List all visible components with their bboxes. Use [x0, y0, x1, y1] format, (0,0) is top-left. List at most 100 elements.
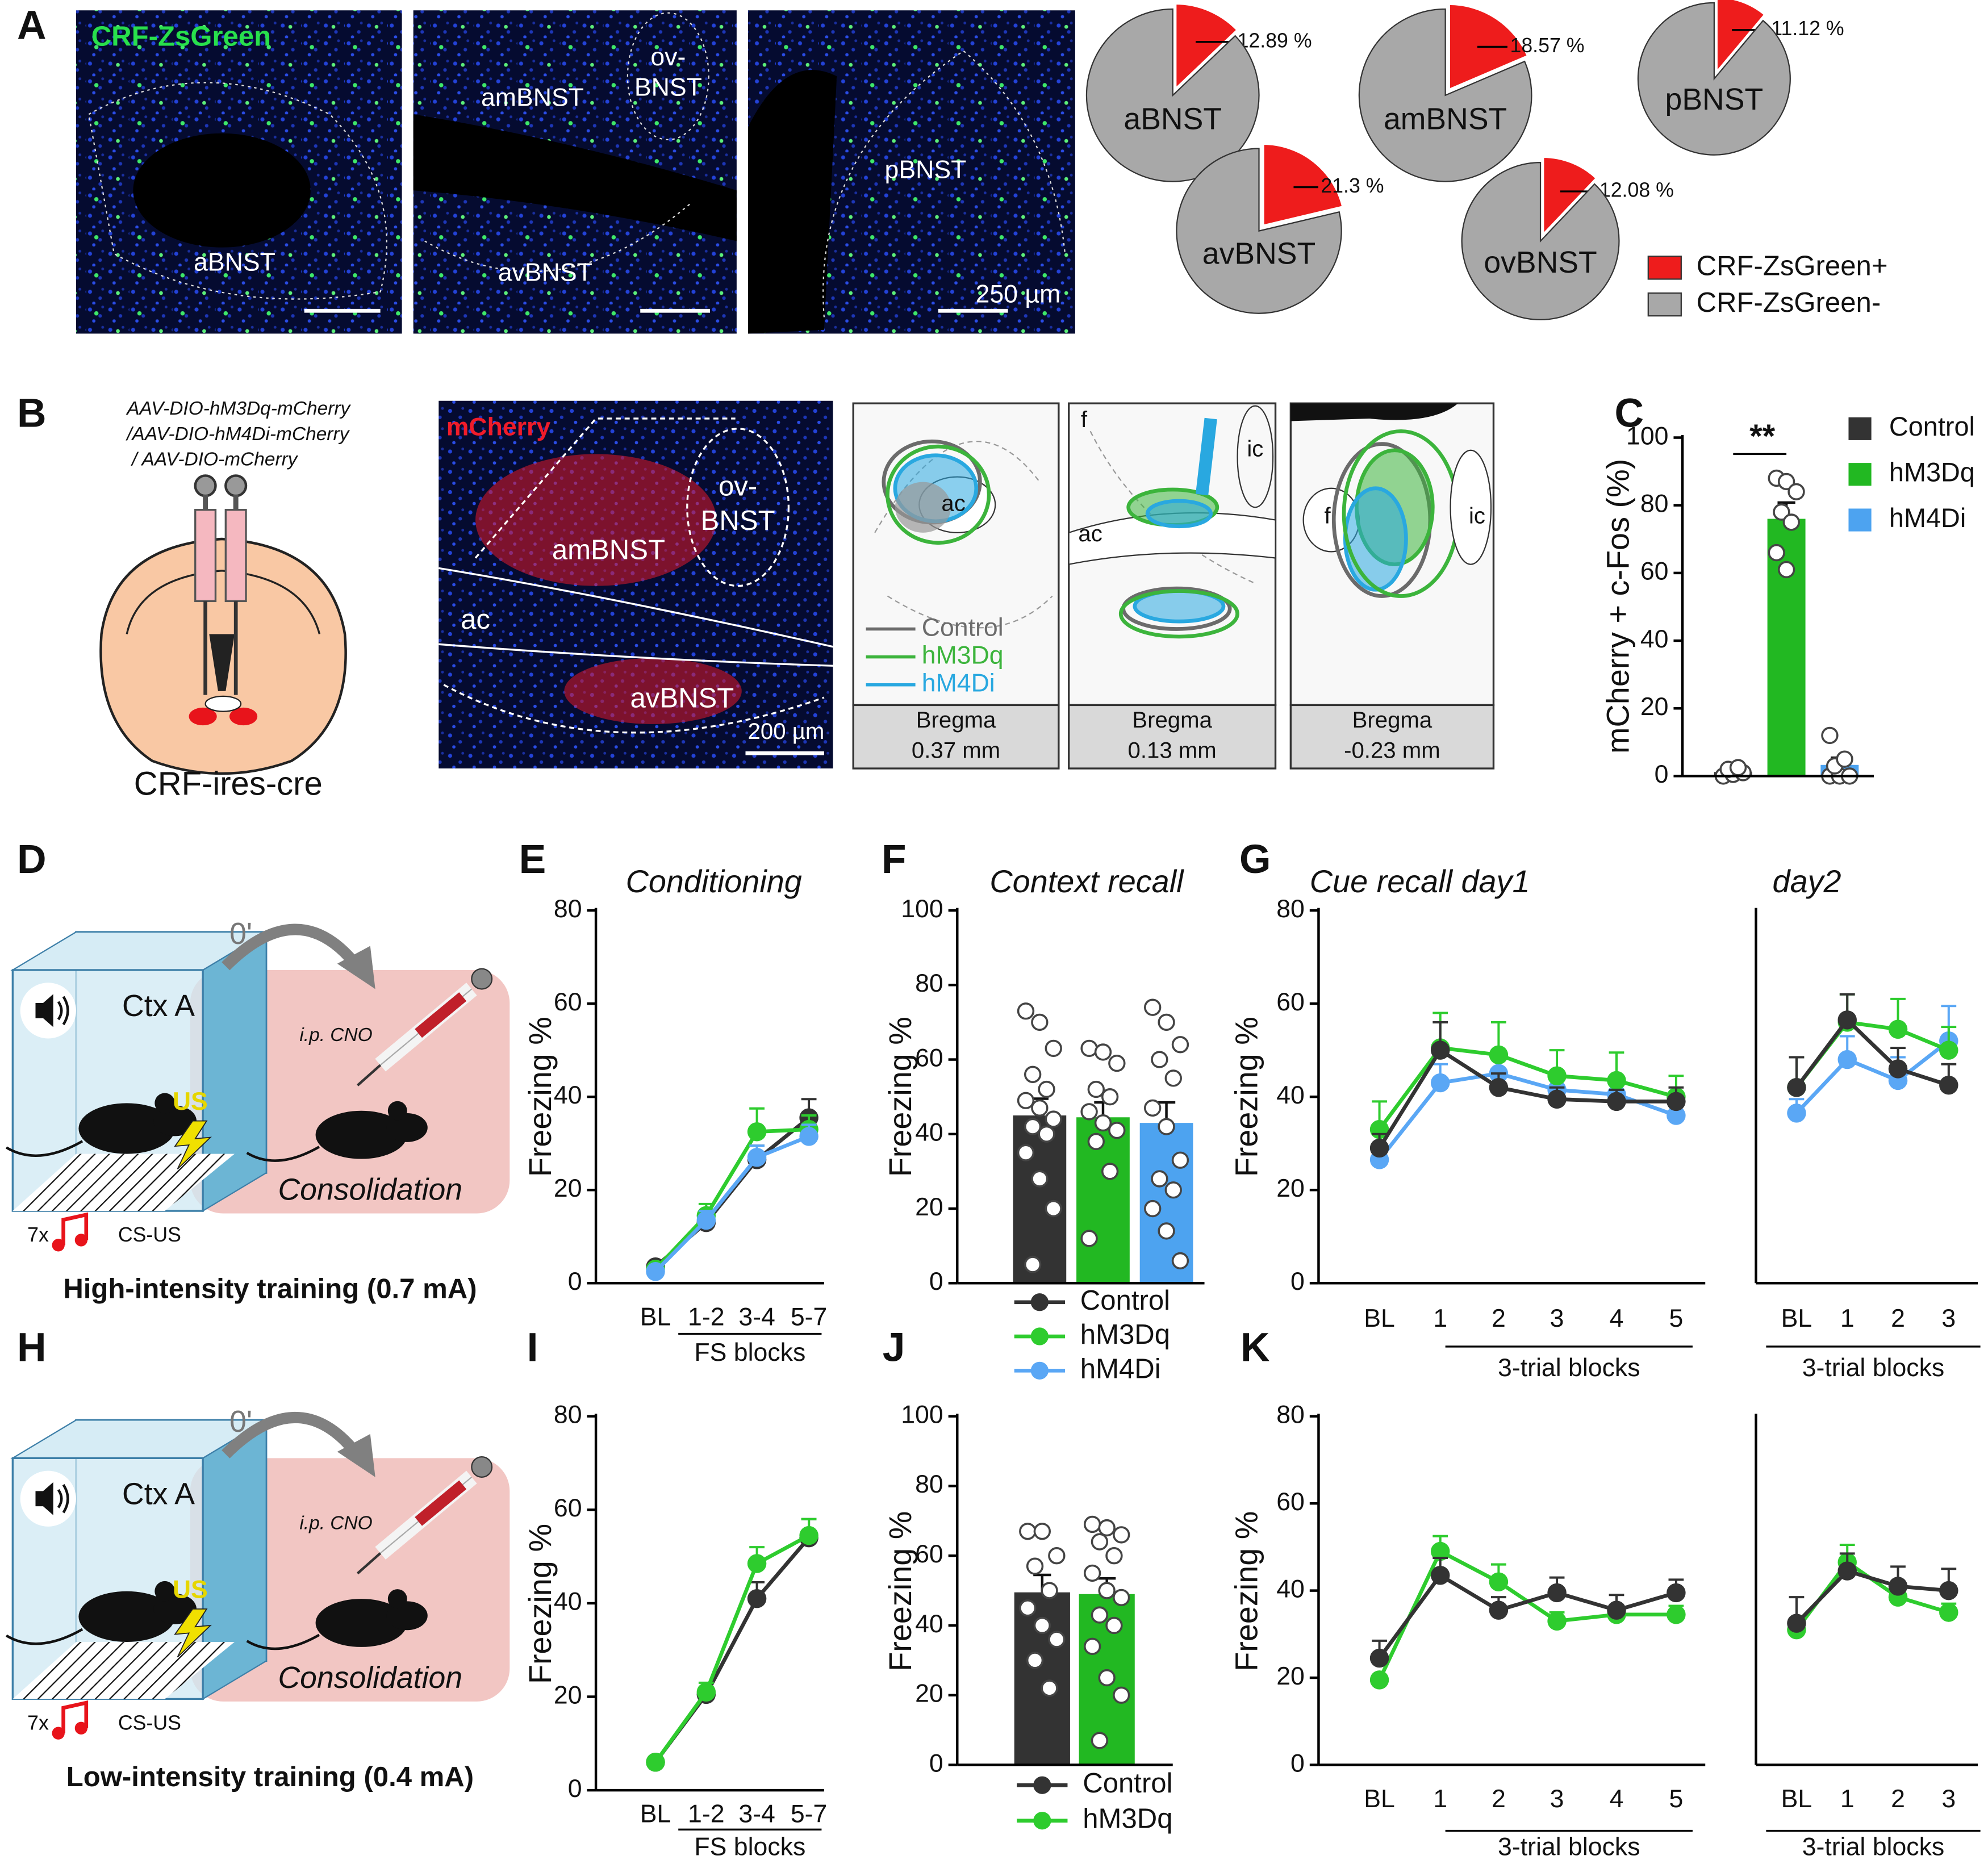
- individual-point: [1105, 1616, 1123, 1635]
- individual-point: [1045, 1200, 1062, 1218]
- individual-point: [1098, 1669, 1116, 1687]
- y-tick-label: 40: [554, 1588, 582, 1616]
- x-tick-label: 3-4: [738, 1303, 775, 1331]
- legend-label: hM3Dq: [1083, 1804, 1172, 1834]
- region-outline: [88, 82, 387, 300]
- x-axis-label: FS blocks: [694, 1833, 805, 1861]
- series-line: [654, 1134, 810, 1273]
- legend-label: hM4Di: [1080, 1353, 1161, 1384]
- data-point: [696, 1682, 716, 1702]
- data-point: [1888, 1577, 1908, 1596]
- tone-icon: [52, 1239, 65, 1252]
- series-line: [1795, 1039, 1950, 1115]
- data-point: [1547, 1066, 1567, 1086]
- region-label: BNST: [634, 73, 702, 101]
- legend-marker: [1030, 1293, 1049, 1311]
- x-axis-label: 3-trial blocks: [1802, 1833, 1944, 1861]
- pie-slice: [1262, 142, 1345, 228]
- pie-slice: [1176, 148, 1342, 314]
- injection-spread: [1343, 486, 1408, 592]
- syringe-rod: [203, 494, 208, 510]
- x-tick-label: 1: [1840, 1305, 1855, 1332]
- target-site: [189, 707, 217, 726]
- training-schematic: Ctx A US 0' i.p. CNO Consolidation 7x CS-US Low…: [6, 1405, 510, 1792]
- data-point: [1547, 1611, 1567, 1631]
- x-axis-label: 3-trial blocks: [1498, 1833, 1640, 1861]
- internal-capsule: [1237, 405, 1274, 508]
- x-tick-label: 2: [1492, 1305, 1506, 1332]
- trials-label: 7x: [27, 1712, 49, 1735]
- data-point: [1369, 1138, 1389, 1158]
- speaker-icon: [35, 1482, 53, 1515]
- x-tick-label: 2: [1492, 1785, 1506, 1813]
- sound-waves: [57, 996, 69, 1026]
- series-line: [1795, 1569, 1949, 1625]
- chart-title: day2: [1773, 863, 1841, 899]
- phase-label: Consolidation: [278, 1661, 462, 1695]
- data-point: [1888, 1059, 1908, 1079]
- data-point: [1607, 1600, 1626, 1620]
- individual-point: [1091, 1732, 1109, 1749]
- us-label: US: [173, 1576, 208, 1604]
- mouse-head: [386, 1601, 428, 1631]
- legend-label: Control: [1889, 412, 1975, 441]
- data-point: [1547, 1583, 1567, 1603]
- legend-label: hM3Dq: [922, 641, 1004, 669]
- pairing-label: CS-US: [118, 1712, 181, 1735]
- legend-marker: [1033, 1776, 1051, 1794]
- y-tick-label: 20: [1276, 1662, 1305, 1690]
- individual-point: [1026, 1557, 1044, 1575]
- x-tick-label: BL: [1781, 1785, 1812, 1813]
- individual-point: [1033, 1616, 1051, 1635]
- trials-label: 7x: [27, 1223, 49, 1246]
- region-outline: [424, 202, 692, 273]
- pie-slice: [1541, 155, 1599, 239]
- x-axis-label: 3-trial blocks: [1498, 1354, 1640, 1382]
- individual-point: [1105, 1547, 1123, 1565]
- y-tick-label: 40: [915, 1610, 943, 1638]
- series-line: [1377, 1548, 1676, 1681]
- x-tick-label: 3-4: [738, 1800, 775, 1828]
- y-tick-label: 0: [1655, 760, 1669, 788]
- data-point: [747, 1148, 767, 1167]
- individual-point: [1033, 1523, 1051, 1540]
- value-label: 12.08 %: [1599, 178, 1674, 201]
- y-tick-label: 60: [1276, 988, 1305, 1016]
- y-tick-label: 80: [915, 1470, 943, 1498]
- x-tick-label: 1: [1433, 1785, 1447, 1813]
- legend-marker: [1033, 1812, 1051, 1830]
- data-point: [747, 1589, 767, 1608]
- y-tick-label: 20: [554, 1175, 582, 1202]
- data-point: [1787, 1104, 1806, 1123]
- legend-label: CRF-ZsGreen+: [1697, 250, 1888, 281]
- mouse-line-label: CRF-ires-cre: [134, 766, 323, 803]
- series-line: [1795, 1560, 1949, 1631]
- individual-point: [1164, 1181, 1182, 1199]
- legend-label: hM4Di: [1889, 503, 1966, 533]
- region-outline: [822, 50, 1066, 317]
- individual-point: [1083, 1637, 1101, 1655]
- region-outline: [443, 684, 825, 734]
- x-tick-label: 5: [1669, 1305, 1683, 1332]
- data-point: [1939, 1040, 1958, 1060]
- training-caption: Low-intensity training (0.4 mA): [66, 1762, 474, 1792]
- y-tick-label: 20: [554, 1681, 582, 1709]
- bregma-box: [1289, 704, 1495, 770]
- vector-label: /AAV-DIO-hM4Di-mCherry: [126, 424, 350, 445]
- injection-spread: [886, 444, 991, 545]
- ventricle: [1290, 403, 1458, 421]
- individual-point: [1087, 1080, 1105, 1098]
- individual-point: [1108, 1054, 1126, 1072]
- chart-title: Context recall: [989, 863, 1184, 899]
- individual-point: [1151, 1170, 1168, 1188]
- pie-slice: [1637, 2, 1791, 156]
- mouse-tail: [6, 1628, 83, 1645]
- data-point: [1787, 1078, 1806, 1097]
- data-point: [1430, 1541, 1450, 1561]
- bregma-level: 0.13 mm: [1128, 738, 1217, 763]
- y-tick-label: 20: [915, 1193, 943, 1221]
- series-line: [1377, 1046, 1677, 1131]
- individual-point: [1094, 1114, 1112, 1132]
- individual-point: [1098, 1582, 1116, 1599]
- panel-label: H: [17, 1324, 47, 1370]
